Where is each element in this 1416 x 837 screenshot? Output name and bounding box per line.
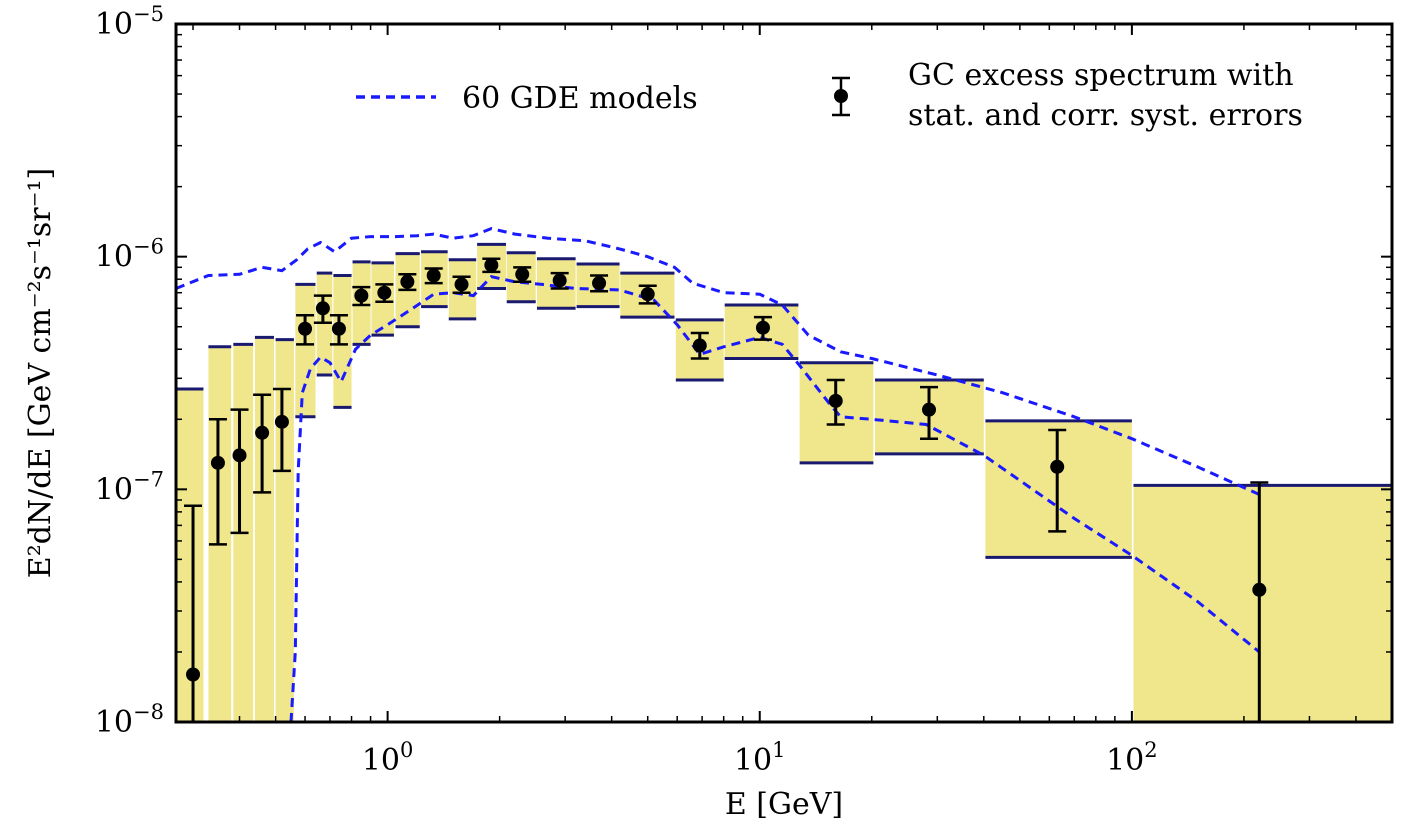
excess-point-1 bbox=[208, 418, 227, 546]
excess-point-2 bbox=[230, 408, 249, 535]
marker-13 bbox=[484, 258, 499, 273]
band-6 bbox=[316, 273, 333, 376]
legend-gde-label: 60 GDE models bbox=[462, 81, 698, 116]
x-tick-label: 100 bbox=[362, 738, 414, 778]
excess-point-12 bbox=[452, 275, 471, 294]
excess-point-22 bbox=[1048, 428, 1067, 533]
marker-2 bbox=[232, 448, 247, 463]
y-tick-label: 10−6 bbox=[95, 235, 164, 275]
excess-point-4 bbox=[272, 387, 291, 473]
excess-point-18 bbox=[690, 331, 709, 360]
marker-7 bbox=[331, 321, 346, 336]
gde-upper-line bbox=[176, 227, 1260, 496]
marker-10 bbox=[400, 274, 415, 289]
x-axis-label: E [GeV] bbox=[725, 787, 843, 822]
y-tick-label: 10−7 bbox=[95, 467, 164, 507]
marker-0 bbox=[186, 667, 201, 682]
legend-excess-label-line1: GC excess spectrum with bbox=[908, 58, 1294, 93]
excess-point-8 bbox=[352, 285, 371, 307]
band-5 bbox=[295, 284, 316, 417]
marker-22 bbox=[1050, 459, 1065, 474]
legend: 60 GDE models GC excess spectrum with st… bbox=[356, 58, 1303, 133]
excess-point-21 bbox=[920, 385, 939, 440]
marker-11 bbox=[426, 268, 441, 283]
marker-8 bbox=[354, 288, 369, 303]
marker-4 bbox=[274, 414, 289, 429]
marker-20 bbox=[828, 393, 843, 408]
marker-5 bbox=[298, 321, 313, 336]
marker-21 bbox=[922, 402, 937, 417]
excess-point-15 bbox=[550, 271, 569, 290]
excess-point-17 bbox=[638, 284, 657, 305]
band-0 bbox=[176, 388, 204, 722]
excess-point-11 bbox=[424, 267, 443, 285]
marker-12 bbox=[454, 277, 469, 292]
excess-point-9 bbox=[375, 283, 394, 304]
excess-point-5 bbox=[296, 314, 315, 346]
plot-frame bbox=[174, 22, 1394, 724]
excess-point-0 bbox=[184, 504, 203, 722]
band-23 bbox=[1133, 485, 1392, 722]
excess-point-10 bbox=[398, 273, 417, 292]
excess-point-6 bbox=[313, 294, 332, 324]
excess-point-16 bbox=[590, 274, 609, 293]
marker-16 bbox=[592, 276, 607, 291]
marker-18 bbox=[692, 338, 707, 353]
excess-points bbox=[184, 257, 1269, 722]
legend-excess-swatch bbox=[832, 76, 850, 117]
x-tick-label: 102 bbox=[1106, 738, 1158, 778]
marker-14 bbox=[515, 267, 530, 282]
excess-point-7 bbox=[329, 314, 348, 346]
marker-19 bbox=[755, 320, 770, 335]
marker-1 bbox=[210, 455, 225, 470]
excess-point-3 bbox=[253, 393, 272, 494]
band-7 bbox=[333, 275, 352, 408]
band-1 bbox=[208, 346, 232, 722]
marker-23 bbox=[1252, 582, 1267, 597]
y-axis-label: E²dN/dE [GeV cm⁻²s⁻¹sr⁻¹] bbox=[23, 168, 58, 578]
x-tick-label: 101 bbox=[734, 738, 786, 778]
uncertainty-bands bbox=[176, 242, 1392, 722]
excess-point-20 bbox=[826, 378, 845, 426]
marker-6 bbox=[315, 301, 330, 316]
marker-17 bbox=[640, 287, 655, 302]
y-tick-label: 10−5 bbox=[95, 2, 164, 42]
excess-point-23 bbox=[1250, 481, 1269, 722]
legend-excess-label-line2: stat. and corr. syst. errors bbox=[908, 98, 1303, 133]
marker-15 bbox=[552, 273, 567, 288]
excess-point-14 bbox=[513, 266, 532, 284]
band-4 bbox=[275, 339, 294, 722]
tick-labels: 100 101 102 10−8 10−7 10−6 10−5 bbox=[95, 2, 1158, 778]
marker-3 bbox=[255, 425, 270, 440]
y-tick-label: 10−8 bbox=[95, 700, 164, 740]
excess-point-13 bbox=[482, 257, 501, 274]
excess-point-19 bbox=[753, 315, 772, 341]
marker-9 bbox=[377, 285, 392, 300]
